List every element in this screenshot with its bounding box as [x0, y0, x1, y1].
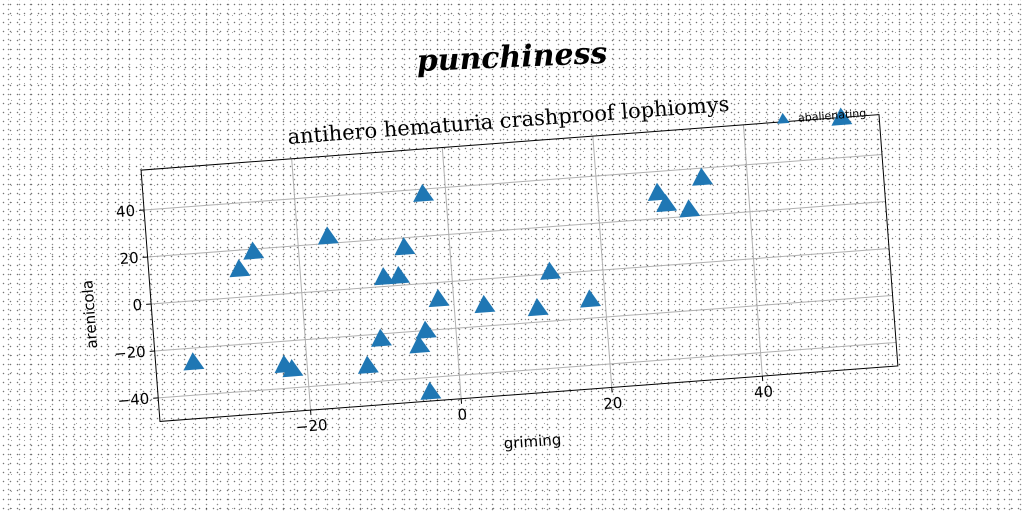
- x-tick-label: −20: [295, 416, 328, 436]
- chart-title: antihero hematuria crashproof lophiomys: [287, 92, 730, 149]
- y-gridline: [147, 201, 886, 258]
- legend-label: abalienating: [798, 107, 867, 125]
- data-point: [371, 328, 392, 347]
- data-point: [692, 167, 714, 186]
- data-point: [420, 381, 442, 400]
- y-tick-label: 40: [115, 202, 135, 221]
- data-point: [394, 237, 416, 256]
- data-point: [540, 261, 562, 280]
- data-point: [580, 289, 602, 308]
- data-point: [647, 182, 669, 201]
- data-point: [831, 107, 853, 126]
- axis-ticks: −20 0 20 40 −40 −20 0 20 40: [113, 202, 773, 436]
- data-point: [373, 267, 395, 286]
- x-gridline: [742, 124, 763, 377]
- data-point: [357, 355, 379, 374]
- data-point: [656, 193, 678, 213]
- data-points: [183, 107, 853, 400]
- data-point: [282, 358, 304, 378]
- data-point: [474, 294, 496, 314]
- y-tick-label: −40: [117, 390, 150, 410]
- data-point: [679, 199, 701, 218]
- y-gridline: [158, 341, 897, 399]
- y-gridline: [151, 247, 890, 305]
- data-point: [229, 259, 251, 278]
- y-axis-label: arenicola: [78, 279, 101, 349]
- data-point: [389, 265, 410, 285]
- data-point: [243, 241, 265, 260]
- x-axis-label: griming: [503, 430, 562, 452]
- y-gridline: [154, 294, 893, 352]
- legend-marker: [777, 112, 790, 124]
- data-point: [413, 183, 435, 203]
- x-gridline: [441, 147, 462, 399]
- x-gridline: [592, 136, 613, 388]
- grid: [144, 124, 897, 411]
- x-tick-label: 20: [603, 394, 623, 413]
- data-point: [317, 226, 339, 245]
- data-point: [415, 320, 437, 339]
- y-tick-label: −20: [113, 343, 146, 363]
- y-tick-label: 20: [119, 249, 139, 268]
- x-tick-label: 0: [457, 405, 468, 424]
- y-gridline: [144, 154, 883, 211]
- data-point: [183, 352, 205, 371]
- x-tick-label: 40: [753, 382, 773, 401]
- plot-frame: [140, 114, 899, 422]
- x-gridline: [291, 158, 312, 411]
- legend: abalienating: [777, 107, 867, 125]
- data-point: [527, 298, 549, 317]
- data-point: [428, 288, 450, 308]
- data-point: [409, 335, 431, 354]
- y-tick-label: 0: [132, 296, 143, 315]
